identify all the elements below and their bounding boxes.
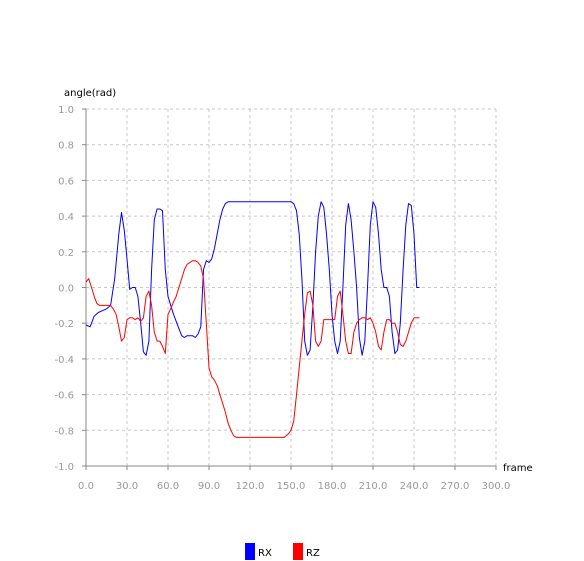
grid xyxy=(86,108,497,466)
x-tick-label: 30.0 xyxy=(116,481,138,492)
x-tick-label: 90.0 xyxy=(198,481,220,492)
x-tick-label: 60.0 xyxy=(157,481,179,492)
legend-swatch-rz xyxy=(293,543,303,560)
y-tick-label: 0.2 xyxy=(58,248,74,259)
y-tick-labels: -1.0 -0.8 -0.6 -0.4 -0.2 0.0 0.2 0.4 0.6 0.8 1.0 xyxy=(54,105,86,473)
series-line-rx xyxy=(85,201,420,356)
y-tick-label: 0.0 xyxy=(58,284,74,295)
x-tick-label: 0.0 xyxy=(78,481,94,492)
y-tick-label: -0.4 xyxy=(54,355,74,366)
y-tick-label: -0.6 xyxy=(54,391,74,402)
x-tick-label: 270.0 xyxy=(441,481,470,492)
legend: RX RZ xyxy=(245,543,320,560)
x-tick-label: 120.0 xyxy=(236,481,265,492)
legend-label-rz: RZ xyxy=(306,548,320,559)
y-tick-label: 0.4 xyxy=(58,212,74,223)
series-lines xyxy=(85,201,420,438)
y-tick-label: 0.8 xyxy=(58,141,74,152)
x-tick-label: 300.0 xyxy=(482,481,511,492)
x-tick-label: 210.0 xyxy=(359,481,388,492)
series-line-rz xyxy=(85,260,420,438)
x-tick-label: 180.0 xyxy=(318,481,347,492)
y-tick-label: 1.0 xyxy=(58,105,74,116)
y-tick-label: 0.6 xyxy=(58,176,74,187)
y-tick-label: -0.8 xyxy=(54,426,74,437)
legend-label-rx: RX xyxy=(258,548,272,559)
x-tick-label: 150.0 xyxy=(277,481,306,492)
y-tick-label: -0.2 xyxy=(54,319,74,330)
x-tick-labels: 0.0 30.0 60.0 90.0 120.0 150.0 180.0 210.0 240.0… xyxy=(78,466,510,492)
x-tick-label: 240.0 xyxy=(400,481,429,492)
x-axis-title: frame xyxy=(503,463,533,474)
legend-swatch-rx xyxy=(245,543,255,560)
y-axis-title: angle(rad) xyxy=(64,88,116,99)
y-tick-label: -1.0 xyxy=(54,462,74,473)
